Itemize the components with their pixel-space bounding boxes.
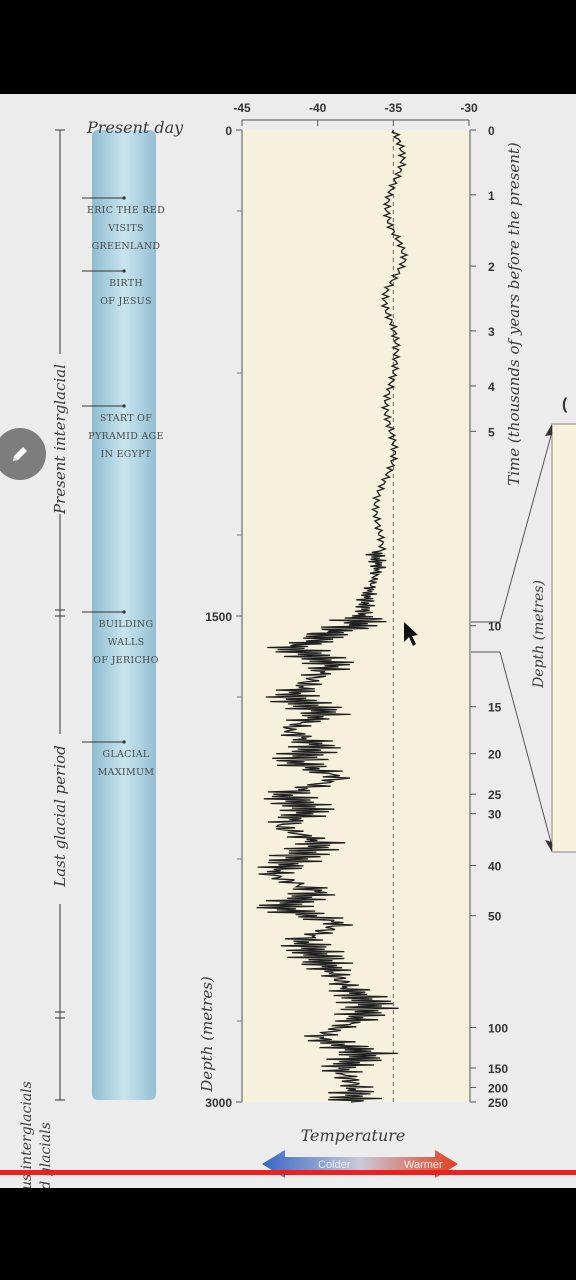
time-tick-label: 15 <box>488 701 502 715</box>
video-progress-bar[interactable] <box>0 1170 576 1175</box>
period-previous-line1: vious interglacials <box>19 1081 35 1188</box>
time-tick-label: 10 <box>488 620 502 634</box>
x-tick-label: -40 <box>309 101 327 115</box>
x-tick-label: -30 <box>460 101 478 115</box>
x-tick-label: -45 <box>233 101 251 115</box>
event-label-line: MAXIMUM <box>98 767 155 778</box>
event-dot <box>122 196 126 200</box>
temperature-ticks: -45 -40 -35 -30 <box>233 101 478 126</box>
event-label-line: ERIC THE RED <box>87 205 165 216</box>
edit-button[interactable] <box>0 428 46 480</box>
event-label-line: BIRTH <box>109 278 143 289</box>
event-label-line: GLACIAL <box>102 749 149 760</box>
depth-ticks: 0 1500 3000 <box>205 124 242 1110</box>
event-marker: ERIC THE RED VISITS GREENLAND <box>82 196 165 252</box>
event-label-line: IN EGYPT <box>101 449 152 460</box>
colder-label: Colder <box>318 1159 351 1171</box>
depth-tick-label: 0 <box>225 124 232 138</box>
time-axis-label: Time (thousands of years before the pres… <box>505 142 523 486</box>
mouse-cursor-icon <box>404 622 418 646</box>
time-tick-label: 150 <box>488 1062 508 1076</box>
temperature-series-line <box>256 129 409 1103</box>
timeline-boundary-1 <box>55 609 65 617</box>
temperature-axis-label: Temperature <box>301 1126 406 1145</box>
event-markers: ERIC THE RED VISITS GREENLAND BIRTH OF JESUS… <box>82 196 165 778</box>
event-dot <box>122 269 126 273</box>
event-label-line: START OF <box>100 413 152 424</box>
time-tick-label: 20 <box>488 748 502 762</box>
ice-core-chart: Present interglacial Last glacial period… <box>19 101 576 1188</box>
bottom-black-bar <box>0 1188 576 1280</box>
event-label-line: OF JESUS <box>100 296 152 307</box>
event-label-line: OF JERICHO <box>93 655 158 666</box>
time-tick-label: 2 <box>488 260 495 274</box>
depth-axis-label: Depth (metres) <box>198 976 216 1093</box>
time-tick-label: 250 <box>488 1096 508 1110</box>
depth-inset: Depth (metres) ( <box>471 396 576 853</box>
depth-tick-label: 3000 <box>205 1096 232 1110</box>
period-present-interglacial: Present interglacial <box>51 364 69 515</box>
present-day-label: Present day <box>86 118 184 137</box>
ice-core-column <box>92 130 156 1100</box>
event-dot <box>122 610 126 614</box>
event-label-line: GREENLAND <box>92 241 161 252</box>
event-marker: START OF PYRAMID AGE IN EGYPT <box>82 404 163 460</box>
inset-depth-label: Depth (metres) <box>531 580 547 689</box>
time-tick-label: 200 <box>488 1081 508 1095</box>
event-dot <box>122 404 126 408</box>
period-last-glacial: Last glacial period <box>51 745 69 888</box>
x-tick-label: -35 <box>385 101 403 115</box>
event-label-line: PYRAMID AGE <box>88 431 163 442</box>
pencil-icon <box>13 447 27 461</box>
time-tick-label: 25 <box>488 788 502 802</box>
time-tick-label: 4 <box>488 380 495 394</box>
period-previous-line2: d glacials <box>38 1122 54 1188</box>
event-dot <box>122 740 126 744</box>
time-tick-label: 5 <box>488 425 495 439</box>
event-label-line: BUILDING <box>99 619 154 630</box>
warmer-label: Warmer <box>404 1159 443 1171</box>
inset-tick: ( <box>562 396 568 413</box>
event-label-line: VISITS <box>107 223 144 234</box>
depth-tick-label: 1500 <box>205 610 232 624</box>
time-tick-label: 30 <box>488 808 502 822</box>
timeline-boundary-2 <box>55 1011 65 1019</box>
time-tick-label: 1 <box>488 189 495 203</box>
event-marker: BUILDING WALLS OF JERICHO <box>82 610 158 666</box>
event-marker: BIRTH OF JESUS <box>82 269 152 307</box>
event-marker: GLACIAL MAXIMUM <box>82 740 154 778</box>
event-label-line: WALLS <box>108 637 145 648</box>
time-tick-label: 40 <box>488 859 502 873</box>
time-tick-label: 100 <box>488 1021 508 1035</box>
time-tick-label: 3 <box>488 325 495 339</box>
time-tick-label: 0 <box>488 124 495 138</box>
time-tick-label: 50 <box>488 910 502 924</box>
